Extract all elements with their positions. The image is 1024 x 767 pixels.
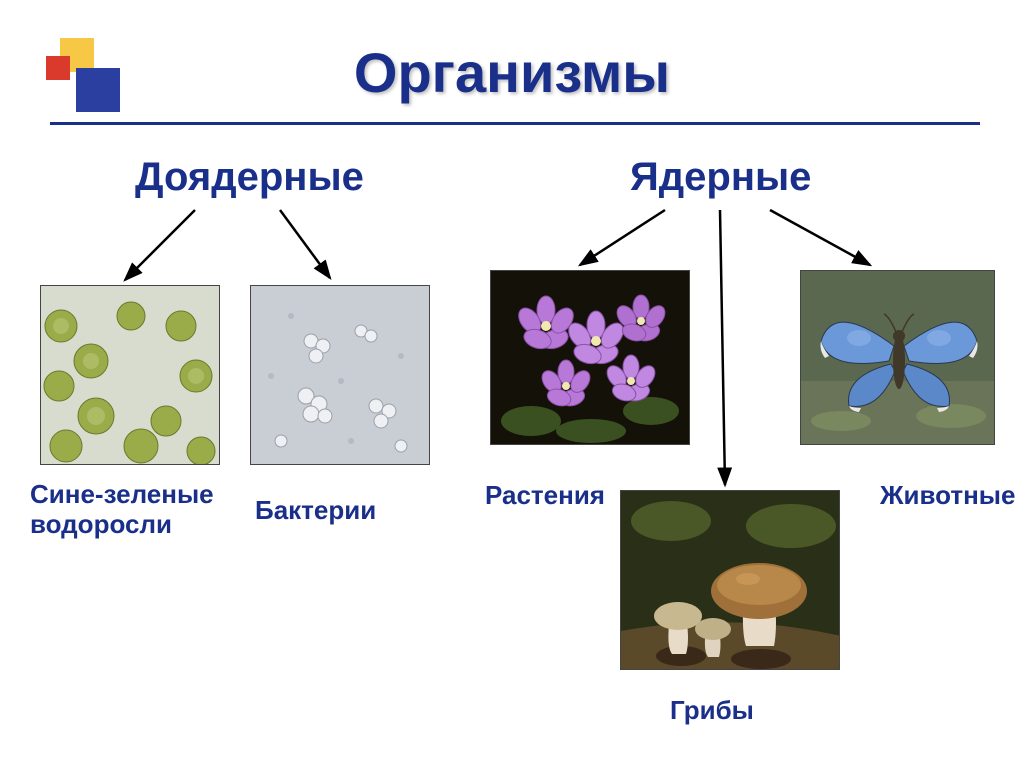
caption-animals: Животные [880,480,1015,511]
image-fungi [620,490,840,670]
image-algae [40,285,220,465]
image-bacteria [250,285,430,465]
caption-fungi: Грибы [670,695,754,726]
caption-algae: Сине-зеленые водоросли [30,480,214,540]
caption-bacteria: Бактерии [255,495,376,526]
image-animals [800,270,995,445]
image-plants [490,270,690,445]
caption-plants: Растения [485,480,605,511]
